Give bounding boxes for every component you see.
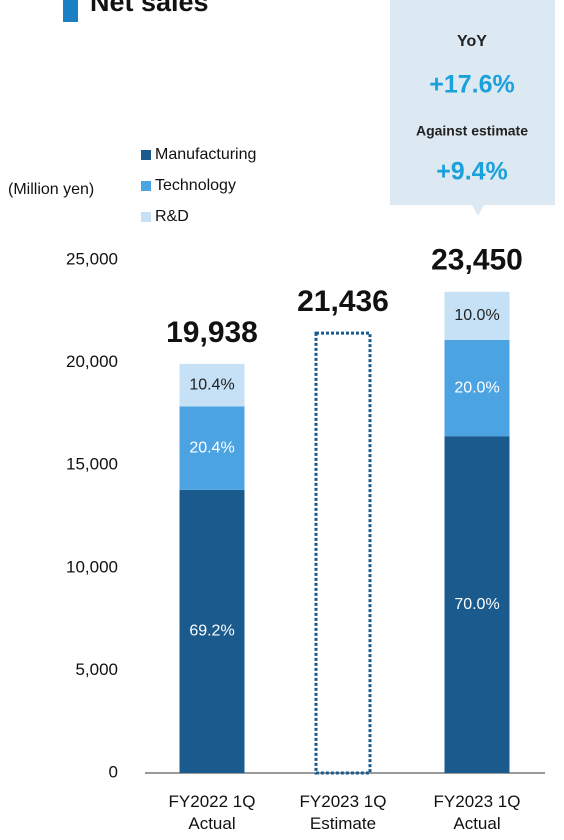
bar-value-label: 10.0% (454, 307, 499, 324)
total-label: 23,450 (431, 244, 523, 277)
bar-segment (444, 339, 510, 437)
legend-swatch (141, 150, 151, 160)
callout-box (390, 0, 555, 216)
x-tick-label: FY2023 1Q Actual (433, 792, 521, 833)
legend-label: Technology (155, 177, 236, 194)
x-tick-label: FY2022 1Q Actual (168, 792, 256, 833)
callout-label: Against estimate (416, 123, 528, 139)
bar-value-label: 70.0% (454, 596, 499, 613)
y-tick-label: 15,000 (66, 455, 118, 474)
callout-label: YoY (457, 33, 487, 50)
y-tick-label: 0 (109, 762, 118, 781)
x-tick-label: FY2023 1Q Estimate (299, 792, 387, 833)
y-tick-label: 25,000 (66, 249, 118, 268)
chart-title: Net sales (90, 0, 209, 17)
bar-value-label: 10.4% (189, 376, 234, 393)
bar-segment (179, 406, 245, 490)
bar-segment (444, 291, 510, 340)
legend-swatch (141, 212, 151, 222)
legend-label: Manufacturing (155, 146, 256, 163)
bar-value-label: 20.4% (189, 439, 234, 456)
bar-value-label: 69.2% (189, 623, 234, 640)
total-label: 19,938 (166, 316, 258, 349)
bar-segment (179, 489, 245, 773)
total-label: 21,436 (297, 285, 389, 318)
bar-segment (179, 363, 245, 407)
y-tick-label: 20,000 (66, 352, 118, 371)
callout-value: +9.4% (436, 158, 508, 186)
y-tick-label: 10,000 (66, 557, 118, 576)
bar-value-label: 20.0% (454, 379, 499, 396)
callout-value: +17.6% (429, 71, 515, 99)
title-icon (63, 0, 78, 22)
legend-label: R&D (155, 208, 189, 225)
bar-segment (444, 436, 510, 773)
y-axis-label: (Million yen) (8, 181, 94, 198)
estimate-bar (314, 331, 372, 775)
y-tick-label: 5,000 (75, 660, 118, 679)
legend-swatch (141, 181, 151, 191)
